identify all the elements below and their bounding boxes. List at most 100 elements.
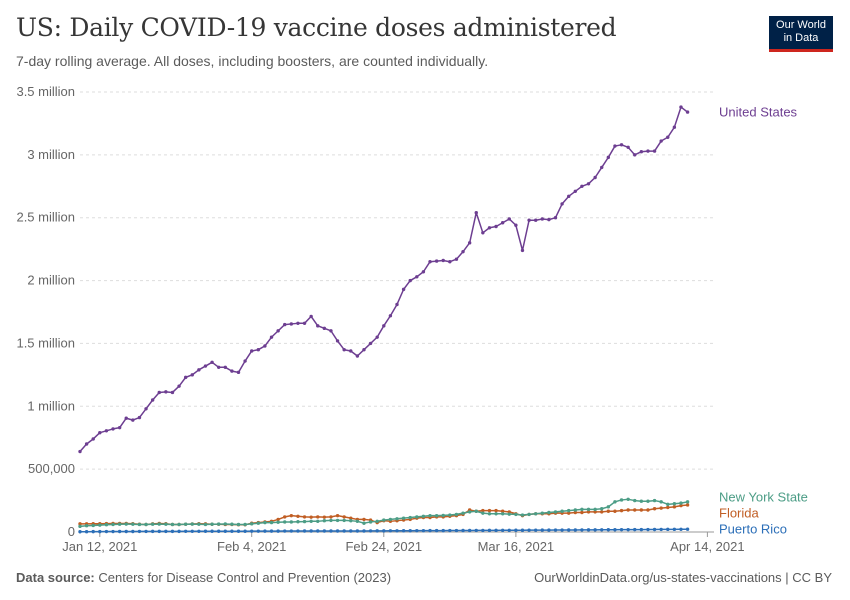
data-point [355,354,360,358]
data-point [428,260,432,264]
data-point [177,522,181,527]
data-point [600,507,604,511]
data-point [84,442,89,446]
data-point [329,518,333,523]
series-label-florida[interactable]: Florida [719,506,760,521]
data-point [421,528,426,533]
data-point [593,510,597,514]
data-point [111,522,115,527]
data-point [289,520,294,524]
data-point [494,528,498,533]
data-point [593,175,597,180]
data-point [131,418,135,422]
data-point [514,512,518,517]
series-label-united-states[interactable]: United States [719,105,798,120]
series-united-states [78,105,690,454]
data-point [685,503,690,507]
data-point [633,153,637,157]
data-point [309,529,313,533]
data-point [335,339,340,343]
data-point [639,527,644,532]
data-point [461,511,465,515]
data-point [137,415,142,420]
data-point [540,217,544,221]
data-point [659,527,663,532]
data-point [91,437,95,441]
data-point [533,512,538,516]
data-point [646,527,650,532]
data-point [448,528,452,533]
series-label-new-york-state[interactable]: New York State [719,490,808,505]
data-point [276,329,280,333]
data-point [606,509,611,513]
chart-title: US: Daily COVID-19 vaccine doses adminis… [16,13,617,42]
data-point [309,519,313,524]
data-point [487,226,492,230]
data-point [349,516,353,520]
data-point [666,505,670,510]
x-axis: Jan 12, 2021 Feb 4, 2021 Feb 24, 2021 Mar 1… [62,531,745,554]
owid-logo[interactable]: Our World in Data [769,16,833,52]
data-point [322,518,327,523]
data-point [382,529,386,533]
data-point [685,110,690,114]
data-point [316,519,320,524]
data-point [593,507,597,512]
data-point [137,522,142,527]
data-point [434,513,439,518]
data-point [362,348,366,352]
data-point [567,194,571,199]
data-point [375,529,379,533]
y-tick-label: 1 million [27,398,75,413]
data-point [494,508,498,513]
data-point [395,302,399,307]
data-point [679,501,683,505]
data-point [250,349,254,353]
source-link[interactable]: OurWorldinData.org/us-states-vaccination… [534,570,832,585]
data-point [434,528,439,533]
data-point [633,527,637,532]
data-point [672,125,677,129]
data-point [197,529,201,534]
y-tick-label: 3 million [27,147,75,162]
data-point [342,348,346,352]
data-point [652,498,657,503]
data-point [494,224,498,229]
data-point [210,522,214,526]
data-point [183,529,188,534]
data-point [494,512,498,516]
data-point [316,324,320,328]
data-point [388,517,393,522]
data-point [243,529,247,533]
series-line-united-states[interactable] [79,106,689,453]
data-point [652,149,657,153]
data-point [316,515,320,519]
data-point [349,529,353,533]
data-point [197,368,201,372]
data-point [104,429,109,433]
grid-lines: 0 500,000 1 million 1.5 million 2 million 2.5… [16,84,714,539]
data-point [639,508,644,512]
data-point [520,248,525,253]
data-point [672,505,677,509]
data-point [164,522,168,526]
data-point [646,499,650,503]
data-point [296,514,300,518]
data-point [368,341,373,346]
data-point [586,182,591,186]
data-point [263,520,267,525]
source-text: Centers for Disease Control and Preventi… [98,570,392,585]
series-label-puerto-rico[interactable]: Puerto Rico [719,522,787,537]
data-point [335,518,340,523]
y-tick-label: 0 [68,524,75,539]
data-point [230,522,234,526]
data-point [250,529,254,533]
data-point [111,427,115,431]
x-tick-label: Feb 24, 2021 [345,539,422,554]
data-point [514,528,518,532]
y-tick-label: 1.5 million [16,335,75,350]
data-point [580,528,584,532]
data-point [104,529,109,534]
data-point [375,335,379,339]
data-point [580,510,584,515]
